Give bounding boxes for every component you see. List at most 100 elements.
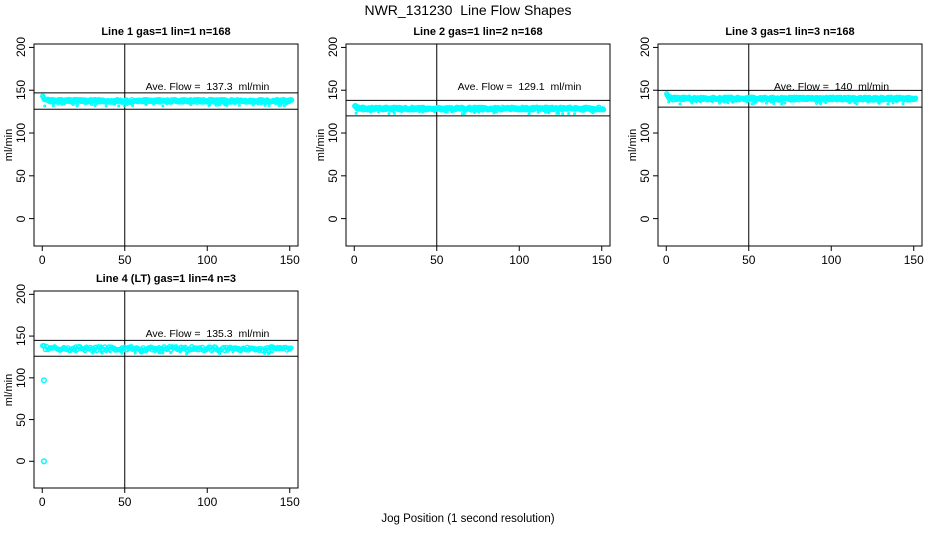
x-tick-label: 0 xyxy=(662,253,670,267)
data-point xyxy=(722,100,726,104)
x-tick-label: 50 xyxy=(118,495,132,509)
x-tick-label: 50 xyxy=(118,253,132,267)
x-tick-label: 150 xyxy=(279,253,300,267)
ave-flow-annotation: Ave. Flow = 137.3 ml/min xyxy=(145,81,270,93)
y-tick-label: 100 xyxy=(14,367,28,388)
data-point xyxy=(492,111,496,115)
data-point xyxy=(108,350,112,354)
data-point xyxy=(527,112,531,116)
ave-flow-annotation: Ave. Flow = 135.3 ml/min xyxy=(145,328,270,340)
data-point xyxy=(279,103,283,107)
panel-line-2: Line 2 gas=1 lin=2 n=168 Ave. Flow = 129… xyxy=(315,26,610,246)
data-point xyxy=(218,352,222,356)
panel-title: Line 2 gas=1 lin=2 n=168 xyxy=(413,26,543,38)
y-tick-label: 0 xyxy=(638,215,652,222)
outlier-point xyxy=(40,377,47,384)
data-point xyxy=(600,107,607,113)
ave-flow-annotation: Ave. Flow = 140 ml/min xyxy=(773,81,890,93)
data-point xyxy=(51,104,55,108)
x-tick-label: 0 xyxy=(38,495,46,509)
data-point xyxy=(282,104,286,108)
data-point xyxy=(561,112,565,116)
data-point xyxy=(169,351,173,355)
y-tick-label: 100 xyxy=(638,123,652,144)
data-point xyxy=(543,110,547,114)
data-point xyxy=(144,102,148,106)
data-point xyxy=(726,101,730,105)
outlier-point xyxy=(40,458,47,465)
data-point xyxy=(208,103,212,107)
x-tick-label: 100 xyxy=(197,253,218,267)
data-point xyxy=(718,101,722,105)
y-tick-label: 50 xyxy=(326,169,340,183)
x-axis-label: Jog Position (1 second resolution) xyxy=(381,513,555,525)
panel-line-3: Line 3 gas=1 lin=3 n=168 Ave. Flow = 140… xyxy=(627,26,922,246)
x-tick-label: 100 xyxy=(509,253,530,267)
x-tick-label: 150 xyxy=(279,495,300,509)
data-point xyxy=(133,351,137,355)
data-point xyxy=(855,102,859,106)
data-point xyxy=(100,351,104,355)
data-point xyxy=(764,101,768,105)
data-point xyxy=(123,104,127,108)
data-point xyxy=(901,102,905,106)
y-tick-label: 150 xyxy=(638,80,652,101)
data-point xyxy=(218,103,222,107)
data-point xyxy=(819,102,823,106)
y-tick-label: 0 xyxy=(14,215,28,222)
data-point xyxy=(573,112,577,116)
data-point xyxy=(161,104,165,108)
data-point xyxy=(678,102,682,106)
data-point xyxy=(90,103,94,107)
y-tick-label: 150 xyxy=(326,80,340,101)
data-point xyxy=(185,352,189,356)
data-point xyxy=(189,103,193,107)
data-point xyxy=(886,102,890,106)
data-point xyxy=(824,100,828,104)
data-point xyxy=(104,104,108,108)
x-tick-label: 50 xyxy=(742,253,756,267)
data-point xyxy=(158,351,162,355)
panel-line-1: Line 1 gas=1 lin=1 n=168 Ave. Flow = 137… xyxy=(3,26,298,246)
data-point xyxy=(117,104,121,108)
x-tick-label: 100 xyxy=(821,253,842,267)
data-point xyxy=(270,350,274,354)
panel-title: Line 1 gas=1 lin=1 n=168 xyxy=(101,26,231,38)
x-tick-label: 150 xyxy=(591,253,612,267)
y-tick-label: 50 xyxy=(14,169,28,183)
data-point xyxy=(912,95,919,101)
x-tick-label: 0 xyxy=(350,253,358,267)
y-tick-label: 200 xyxy=(638,37,652,58)
y-tick-label: 150 xyxy=(14,80,28,101)
figure-title: NWR_131230 Line Flow Shapes xyxy=(364,2,572,18)
data-point xyxy=(94,102,98,106)
x-tick-label: 100 xyxy=(197,495,218,509)
data-point xyxy=(288,345,294,351)
data-point xyxy=(178,350,182,354)
data-point xyxy=(387,112,391,116)
x-tick-label: 50 xyxy=(430,253,444,267)
data-point xyxy=(557,111,561,115)
y-tick-label: 100 xyxy=(326,123,340,144)
data-point xyxy=(237,103,241,107)
panel-line-4: Line 4 (LT) gas=1 lin=4 n=3 Ave. Flow = … xyxy=(3,273,298,488)
data-point xyxy=(567,112,571,116)
x-tick-label: 150 xyxy=(903,253,924,267)
y-tick-label: 200 xyxy=(326,37,340,58)
data-point xyxy=(891,101,895,105)
data-point xyxy=(772,102,776,106)
data-point xyxy=(161,351,165,355)
data-point xyxy=(120,351,124,355)
data-point xyxy=(131,104,135,108)
data-point xyxy=(392,111,396,115)
data-point xyxy=(710,100,714,104)
y-tick-label: 200 xyxy=(14,37,28,58)
y-tick-label: 150 xyxy=(14,326,28,347)
y-tick-label: 50 xyxy=(638,169,652,183)
data-point xyxy=(462,112,466,116)
data-point xyxy=(547,111,551,115)
y-tick-label: 100 xyxy=(14,123,28,144)
y-tick-label: 0 xyxy=(14,457,28,465)
data-point xyxy=(815,101,819,105)
